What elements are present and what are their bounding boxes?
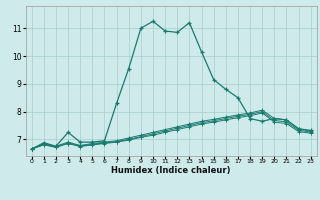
X-axis label: Humidex (Indice chaleur): Humidex (Indice chaleur) bbox=[111, 166, 231, 175]
